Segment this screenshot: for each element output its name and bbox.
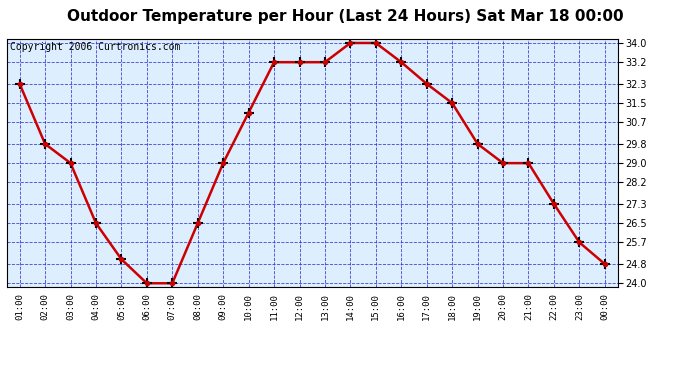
Text: Outdoor Temperature per Hour (Last 24 Hours) Sat Mar 18 00:00: Outdoor Temperature per Hour (Last 24 Ho… <box>67 9 623 24</box>
Text: Copyright 2006 Curtronics.com: Copyright 2006 Curtronics.com <box>10 42 180 52</box>
